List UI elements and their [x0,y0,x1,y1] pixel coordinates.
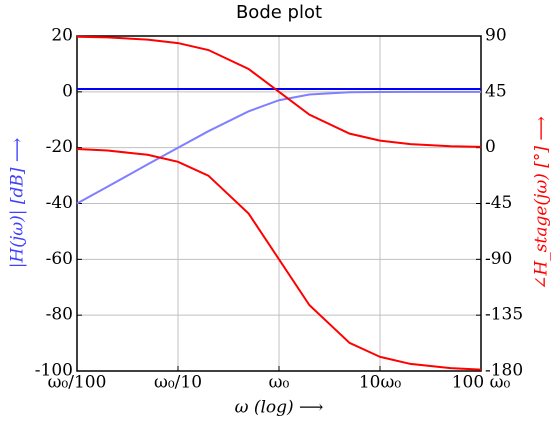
y2-tick-label: 0 [485,137,496,157]
x-tick-label: ω₀ [269,373,290,393]
x-tick-label: ω₀/100 [48,373,107,393]
series-line [76,90,481,205]
chart-title: Bode plot [236,2,322,23]
y-tick-label: 20 [51,26,73,46]
x-tick-label: ω₀/10 [154,373,202,393]
x-tick-label: 100 ω₀ [452,373,511,393]
y2-tick-label: -180 [485,361,523,381]
y-tick-label: -60 [46,249,73,269]
y2-tick-label: -135 [485,305,523,325]
y2-tick-label: 90 [485,26,507,46]
x-tick-label: 10ω₀ [359,373,401,393]
y2-tick-label: 45 [485,81,507,101]
y2-axis-label: ∠H_stage(jω) [°] ⟶ [532,116,552,290]
y-tick-label: -40 [46,193,73,213]
y-axis-label: |H(jω)| [dB] ⟶ [8,138,28,269]
y-tick-label: -80 [46,305,73,325]
series-line [76,35,482,148]
y-tick-label: -100 [35,361,73,381]
y-tick-label: -20 [46,137,73,157]
y2-tick-label: -45 [485,193,512,213]
y-tick-label: 0 [62,81,73,101]
x-axis-label: ω (log) ⟶ [235,398,324,418]
series-line [76,148,482,371]
y2-tick-label: -90 [485,249,512,269]
